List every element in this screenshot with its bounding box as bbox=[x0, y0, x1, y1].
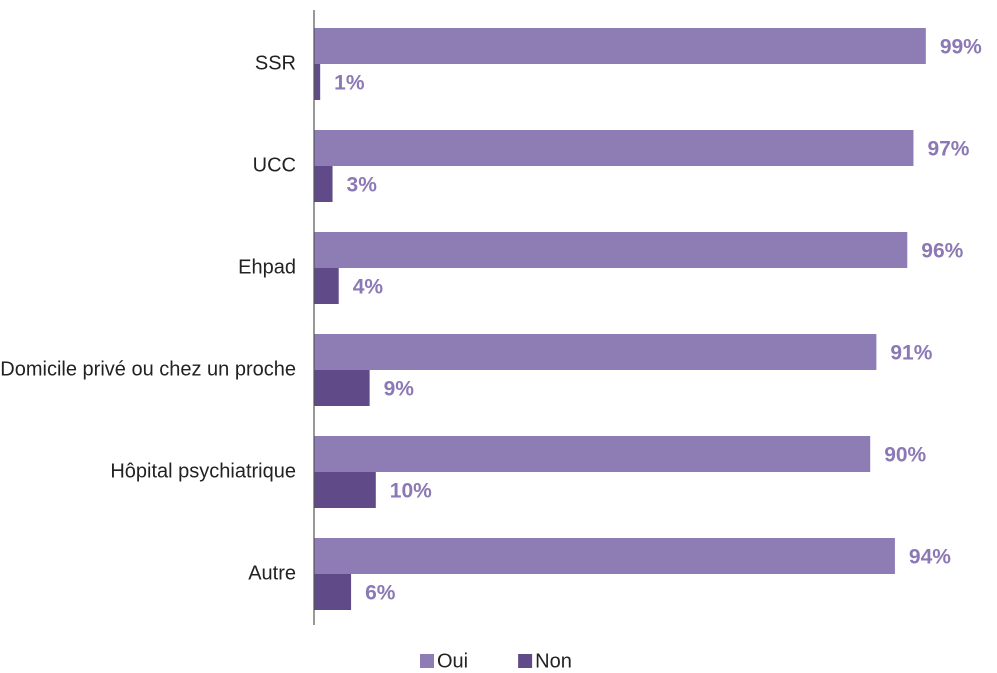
data-label: 91% bbox=[890, 342, 932, 365]
data-label: 97% bbox=[927, 138, 969, 161]
category-label: Autre bbox=[0, 563, 296, 586]
data-label: 99% bbox=[940, 36, 982, 59]
category-text: Autre bbox=[248, 562, 296, 585]
category-text: Ehpad bbox=[238, 256, 296, 279]
category-label: Domicile privé ou chez un proche bbox=[0, 359, 296, 382]
bar bbox=[314, 268, 339, 304]
data-label: 10% bbox=[390, 480, 432, 503]
bar bbox=[314, 232, 908, 268]
category-label: Hôpital psychiatrique bbox=[0, 461, 296, 484]
bar bbox=[314, 64, 321, 100]
bar bbox=[314, 370, 370, 406]
legend-label: Non bbox=[535, 650, 572, 672]
bar bbox=[314, 28, 926, 64]
bar bbox=[314, 538, 895, 574]
bar bbox=[314, 334, 877, 370]
bar bbox=[314, 436, 871, 472]
category-text: Hôpital psychiatrique bbox=[110, 460, 296, 483]
data-label: 1% bbox=[334, 72, 365, 95]
category-label: Ehpad bbox=[0, 257, 296, 280]
legend-label: Oui bbox=[437, 650, 468, 672]
category-text: UCC bbox=[252, 154, 296, 177]
category-label: SSR bbox=[0, 53, 296, 76]
data-label: 4% bbox=[353, 276, 384, 299]
data-label: 6% bbox=[365, 582, 396, 605]
category-label: UCC bbox=[0, 155, 296, 178]
data-label: 90% bbox=[884, 444, 926, 467]
data-label: 9% bbox=[384, 378, 415, 401]
data-label: 96% bbox=[921, 240, 963, 263]
category-text: SSR bbox=[254, 52, 296, 75]
data-label: 94% bbox=[909, 546, 951, 569]
category-text: Domicile privé ou chez un proche bbox=[0, 358, 296, 381]
data-label: 3% bbox=[347, 174, 378, 197]
bar bbox=[314, 472, 376, 508]
bar bbox=[314, 574, 352, 610]
legend-swatch bbox=[420, 654, 434, 668]
bar bbox=[314, 130, 914, 166]
legend-swatch bbox=[518, 654, 533, 668]
bar bbox=[314, 166, 333, 202]
